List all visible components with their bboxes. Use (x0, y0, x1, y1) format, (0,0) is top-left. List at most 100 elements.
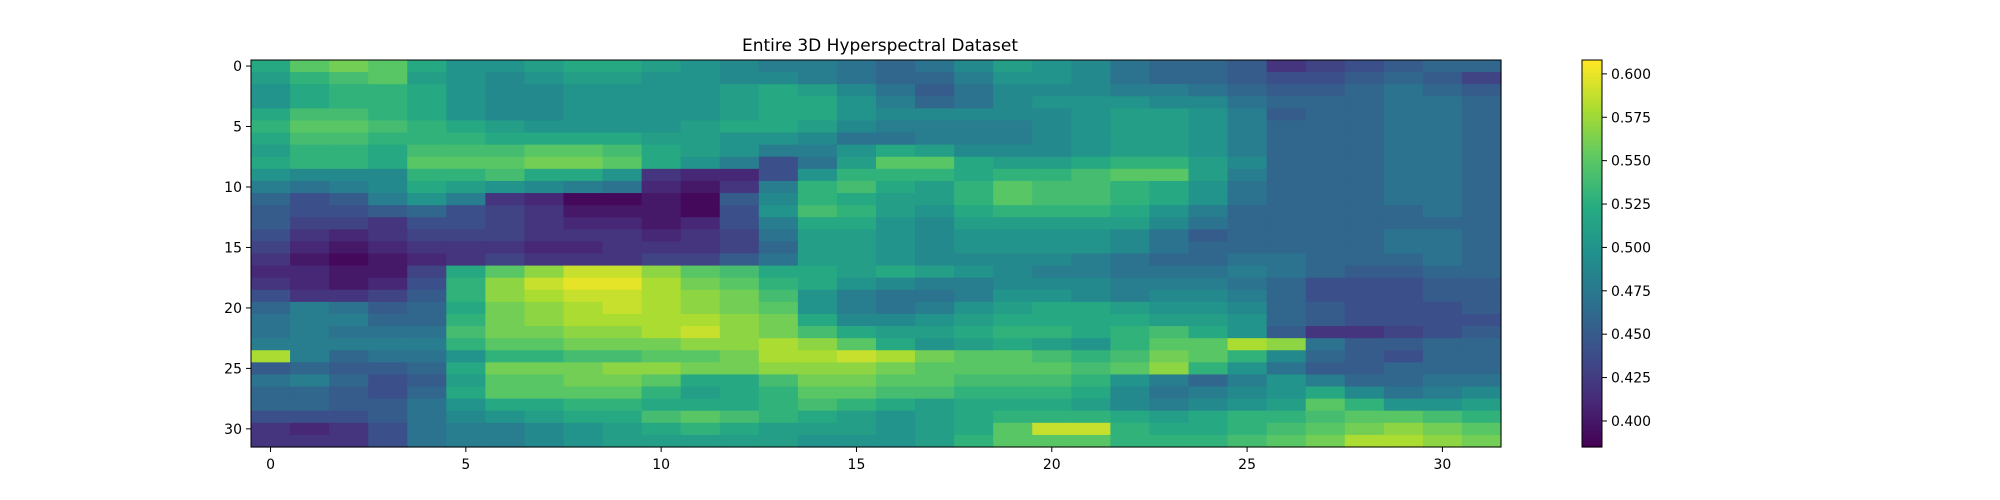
heatmap-cell (993, 398, 1033, 412)
heatmap-cell (758, 265, 799, 279)
heatmap-cell (836, 205, 877, 218)
heatmap-cell (797, 205, 838, 218)
heatmap-cell (368, 350, 408, 363)
heatmap-cell (1227, 168, 1268, 182)
colorbar-segment (1582, 237, 1602, 242)
heatmap-cell (641, 156, 682, 170)
heatmap-cell (1227, 60, 1268, 73)
heatmap-cell (954, 84, 994, 97)
heatmap-cell (1383, 96, 1424, 109)
heatmap-cell (954, 313, 994, 327)
heatmap-cell (446, 156, 486, 170)
heatmap-cell (758, 313, 799, 327)
heatmap-cell (680, 193, 721, 206)
heatmap-cell (290, 60, 330, 73)
heatmap-cell (1305, 144, 1346, 158)
heatmap-cell (1266, 289, 1307, 303)
heatmap-cell (290, 205, 330, 218)
heatmap-cell (993, 60, 1033, 73)
heatmap-cell (1110, 205, 1151, 218)
heatmap-cell (563, 217, 604, 230)
heatmap-cell (290, 120, 330, 134)
heatmap-cell (993, 132, 1033, 146)
heatmap-cell (446, 277, 486, 291)
heatmap-cell (485, 410, 526, 424)
heatmap-cell (1188, 96, 1229, 109)
x-tick-label: 0 (266, 457, 275, 473)
heatmap-cell (1422, 313, 1463, 327)
heatmap-cell (876, 265, 916, 279)
heatmap-cell (797, 132, 838, 146)
heatmap-cell (680, 410, 721, 424)
heatmap-cell (1188, 410, 1229, 424)
heatmap-cell (993, 422, 1033, 436)
heatmap-cell (251, 313, 291, 327)
heatmap-cell (680, 374, 721, 388)
heatmap-cell (563, 301, 604, 315)
colorbar-segment (1582, 253, 1602, 258)
heatmap-cell (251, 229, 291, 242)
heatmap-cell (1032, 398, 1072, 412)
heatmap-cell (1422, 422, 1463, 436)
heatmap-cell (719, 434, 760, 448)
heatmap-cell (524, 60, 565, 73)
heatmap-cell (290, 241, 330, 255)
heatmap-cell (1266, 241, 1307, 255)
heatmap-cell (1461, 132, 1502, 146)
heatmap-cell (563, 108, 604, 122)
heatmap-cell (485, 168, 526, 182)
heatmap-cell (251, 386, 291, 400)
heatmap-cell (1227, 229, 1268, 242)
heatmap-cell (1071, 217, 1111, 230)
heatmap-cell (1227, 434, 1268, 448)
colorbar-segment (1582, 292, 1602, 297)
heatmap-cell (446, 229, 486, 242)
heatmap-cell (719, 205, 760, 218)
heatmap-cell (1344, 265, 1385, 279)
heatmap-cell (1071, 398, 1111, 412)
heatmap-cell (1344, 108, 1385, 122)
heatmap-cell (602, 362, 643, 376)
heatmap-cell (1383, 410, 1424, 424)
heatmap-cell (1266, 229, 1307, 242)
heatmap-cell (563, 253, 604, 267)
heatmap-cell (797, 434, 838, 448)
heatmap-cell (797, 362, 838, 376)
heatmap-cell (446, 96, 486, 109)
heatmap-cell (641, 362, 682, 376)
heatmap-cell (954, 265, 994, 279)
heatmap-cell (1344, 301, 1385, 315)
heatmap-cell (251, 398, 291, 412)
heatmap-cell (719, 156, 760, 170)
heatmap-cell (1071, 156, 1111, 170)
heatmap-cell (1422, 60, 1463, 73)
heatmap-cell (1227, 386, 1268, 400)
heatmap-cell (485, 193, 526, 206)
heatmap-cell (1461, 253, 1502, 267)
heatmap-cell (876, 422, 916, 436)
heatmap-cell (954, 241, 994, 255)
colorbar-segment (1582, 318, 1602, 322)
heatmap-cell (407, 205, 447, 218)
heatmap-cell (876, 338, 916, 351)
heatmap-cell (954, 326, 994, 339)
colorbar-tick-label: 0.400 (1611, 414, 1651, 430)
heatmap-cell (719, 144, 760, 158)
colorbar-segment (1582, 127, 1602, 132)
heatmap-cell (1188, 374, 1229, 388)
heatmap-cell (1383, 398, 1424, 412)
colorbar-segment (1582, 60, 1602, 64)
heatmap-cell (915, 229, 955, 242)
heatmap-cell (1422, 168, 1463, 182)
heatmap-cell (954, 96, 994, 109)
heatmap-cell (1422, 205, 1463, 218)
colorbar-segment (1582, 295, 1602, 300)
heatmap-cell (915, 180, 955, 194)
y-tick-label: 0 (233, 59, 242, 75)
heatmap-cell (485, 84, 526, 97)
heatmap-cell (407, 72, 447, 85)
heatmap-cell (1032, 72, 1072, 85)
heatmap-cell (641, 193, 682, 206)
heatmap-cell (1188, 156, 1229, 170)
heatmap-cell (1461, 338, 1502, 351)
